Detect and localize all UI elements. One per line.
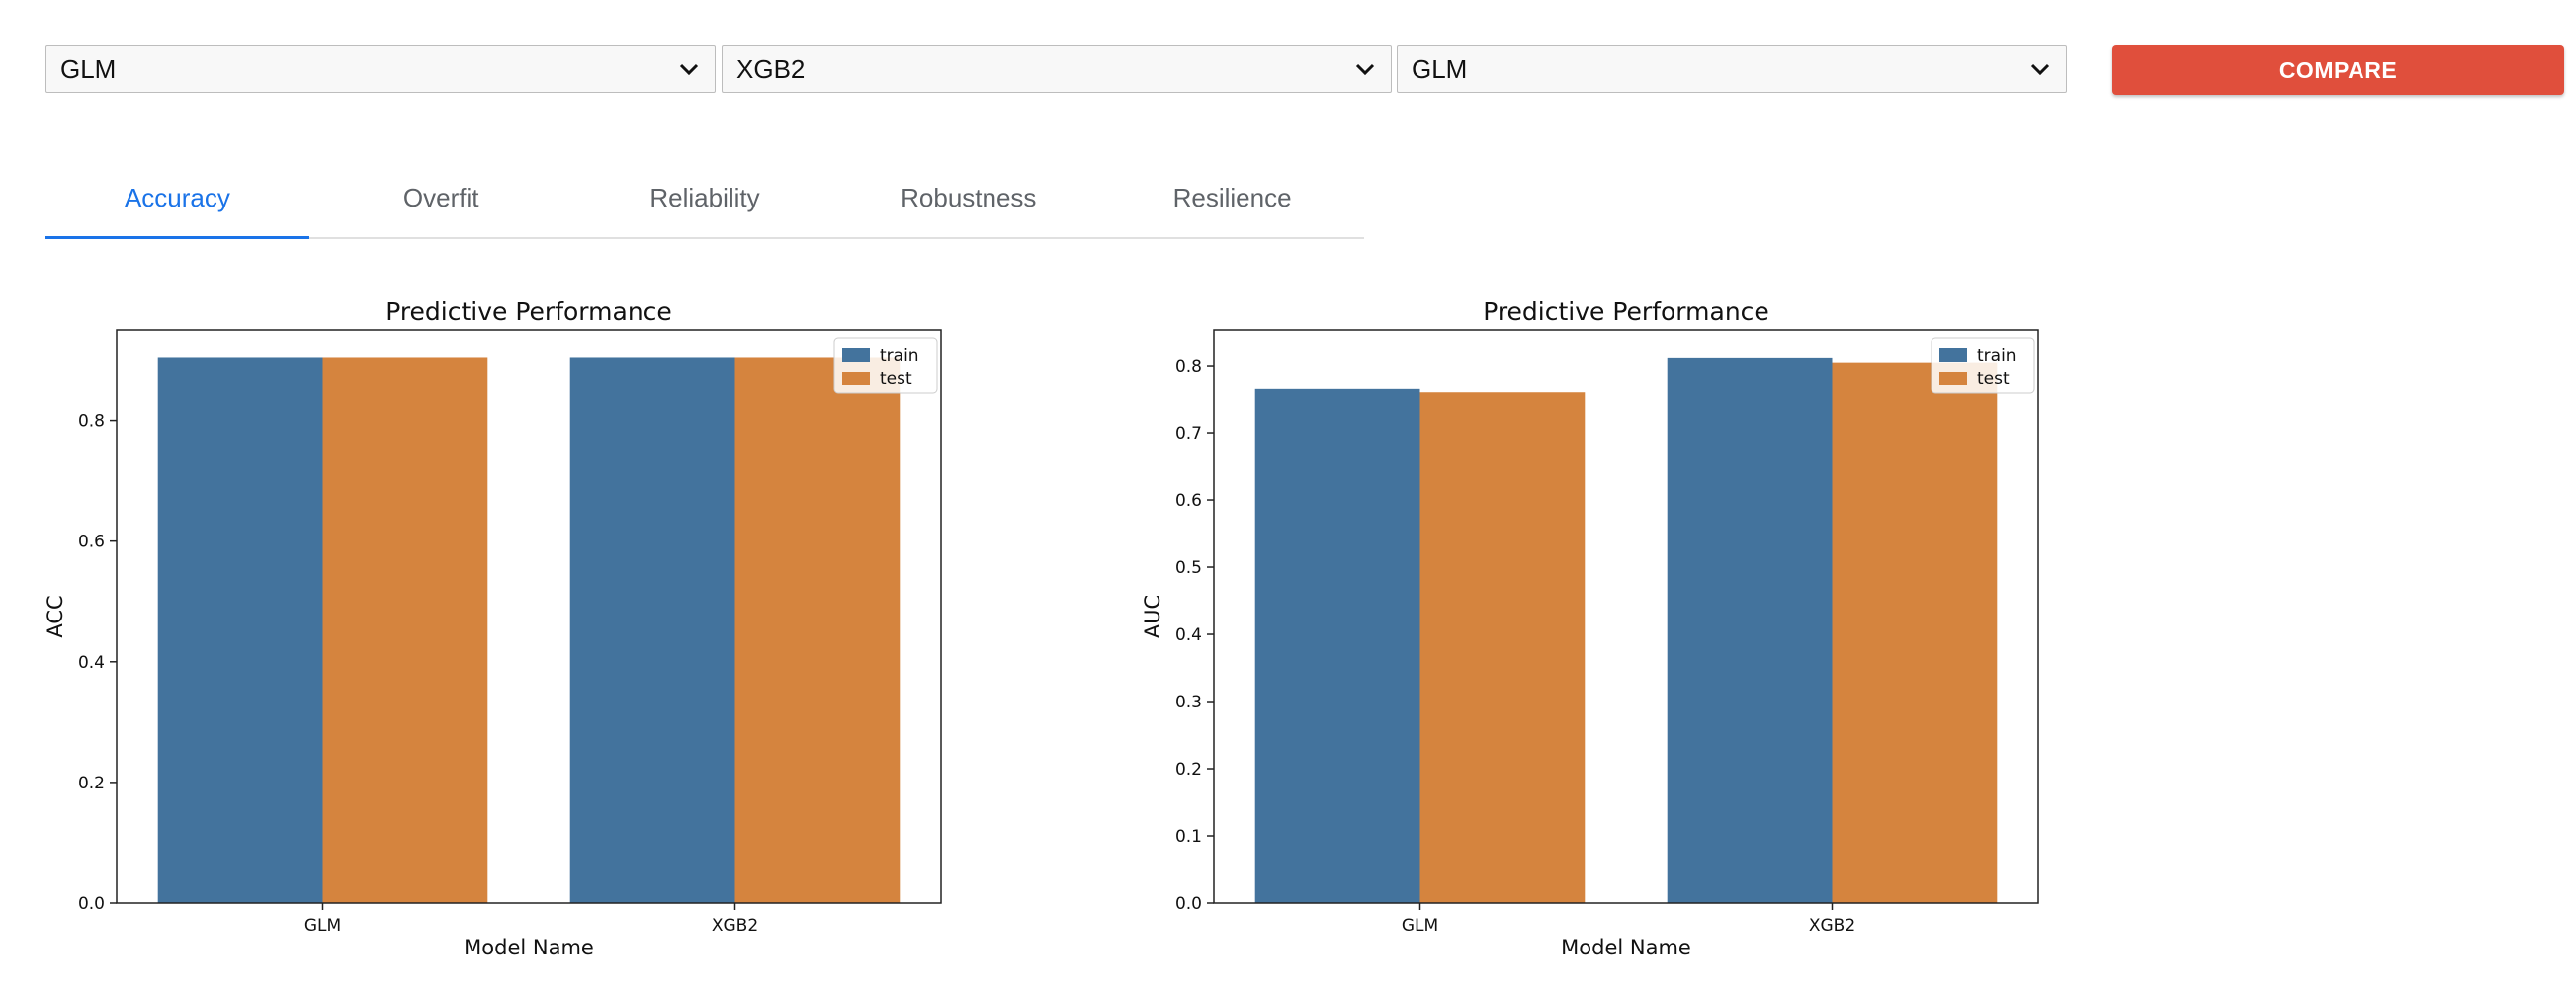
chart-title: Predictive Performance <box>386 297 672 326</box>
tab-robustness[interactable]: Robustness <box>901 182 1037 212</box>
y-tick-label: 0.7 <box>1175 424 1202 444</box>
x-tick-label: GLM <box>304 916 341 936</box>
y-tick-label: 0.2 <box>78 774 105 793</box>
plot-frame <box>116 329 942 904</box>
y-axis-label: AUC <box>1141 595 1164 638</box>
tab-accuracy[interactable]: Accuracy <box>45 158 309 239</box>
legend-swatch-test <box>1939 372 1967 385</box>
plot-frame <box>1213 329 2039 904</box>
x-tick-label: GLM <box>1402 916 1438 936</box>
tab-overfit[interactable]: Overfit <box>402 182 479 212</box>
y-tick-label: 0.1 <box>1175 827 1202 847</box>
legend-swatch-test <box>842 372 870 385</box>
tab-reliability[interactable]: Reliability <box>649 182 760 212</box>
y-tick-label: 0.8 <box>78 412 105 432</box>
y-tick-label: 0.6 <box>1175 491 1202 511</box>
chart-legend: train test <box>833 337 938 394</box>
y-tick-label: 0.4 <box>78 653 105 673</box>
bar-train-xgb2 <box>1667 357 1833 904</box>
legend-label-test: test <box>880 370 912 389</box>
auc-bar-chart: Predictive Performance 0.0 0.1 0.2 0.3 0.4 0.5… <box>1141 297 2039 959</box>
y-tick-label: 0.2 <box>1175 760 1202 780</box>
legend-label-train: train <box>1977 346 2017 366</box>
x-tick-label: XGB2 <box>712 916 758 936</box>
x-axis-label: Model Name <box>1561 936 1691 959</box>
tab-bar: Accuracy Overfit Reliability Robustness … <box>45 158 1364 239</box>
chart-legend: train test <box>1931 337 2035 394</box>
chevron-down-icon <box>677 57 701 81</box>
x-axis-label: Model Name <box>464 936 594 959</box>
bar-train-xgb2 <box>569 357 735 903</box>
bar-test-glm <box>1419 392 1586 903</box>
chevron-down-icon <box>2028 57 2052 81</box>
legend-swatch-train <box>1939 348 1967 362</box>
model-select-1[interactable]: GLM <box>45 45 716 93</box>
y-tick-label: 0.0 <box>78 894 105 914</box>
y-tick-label: 0.4 <box>1175 625 1202 645</box>
model-select-1-value: GLM <box>60 53 117 84</box>
compare-button[interactable]: COMPARE <box>2112 45 2564 95</box>
accuracy-bar-chart: Predictive Performance 0.0 0.2 0.4 0.6 0.8 GLM… <box>43 297 942 959</box>
tab-resilience[interactable]: Resilience <box>1172 182 1292 212</box>
bar-train-glm <box>1254 388 1420 903</box>
y-tick-label: 0.6 <box>78 533 105 552</box>
chart-title: Predictive Performance <box>1483 297 1769 326</box>
chevron-down-icon <box>1353 57 1377 81</box>
y-tick-label: 0.0 <box>1175 894 1202 914</box>
y-tick-label: 0.3 <box>1175 693 1202 712</box>
legend-swatch-train <box>842 348 870 362</box>
bar-test-xgb2 <box>1832 362 1998 903</box>
x-tick-label: XGB2 <box>1809 916 1855 936</box>
y-tick-label: 0.8 <box>1175 357 1202 376</box>
bar-test-glm <box>322 357 488 903</box>
y-tick-label: 0.5 <box>1175 558 1202 578</box>
model-select-2[interactable]: XGB2 <box>722 45 1392 93</box>
y-axis-label: ACC <box>43 595 67 637</box>
bar-train-glm <box>157 357 323 903</box>
legend-label-test: test <box>1977 370 2010 389</box>
model-select-3-value: GLM <box>1412 53 1468 84</box>
bar-test-xgb2 <box>734 357 901 903</box>
model-select-3[interactable]: GLM <box>1397 45 2067 93</box>
legend-label-train: train <box>880 346 919 366</box>
model-select-2-value: XGB2 <box>736 53 806 84</box>
